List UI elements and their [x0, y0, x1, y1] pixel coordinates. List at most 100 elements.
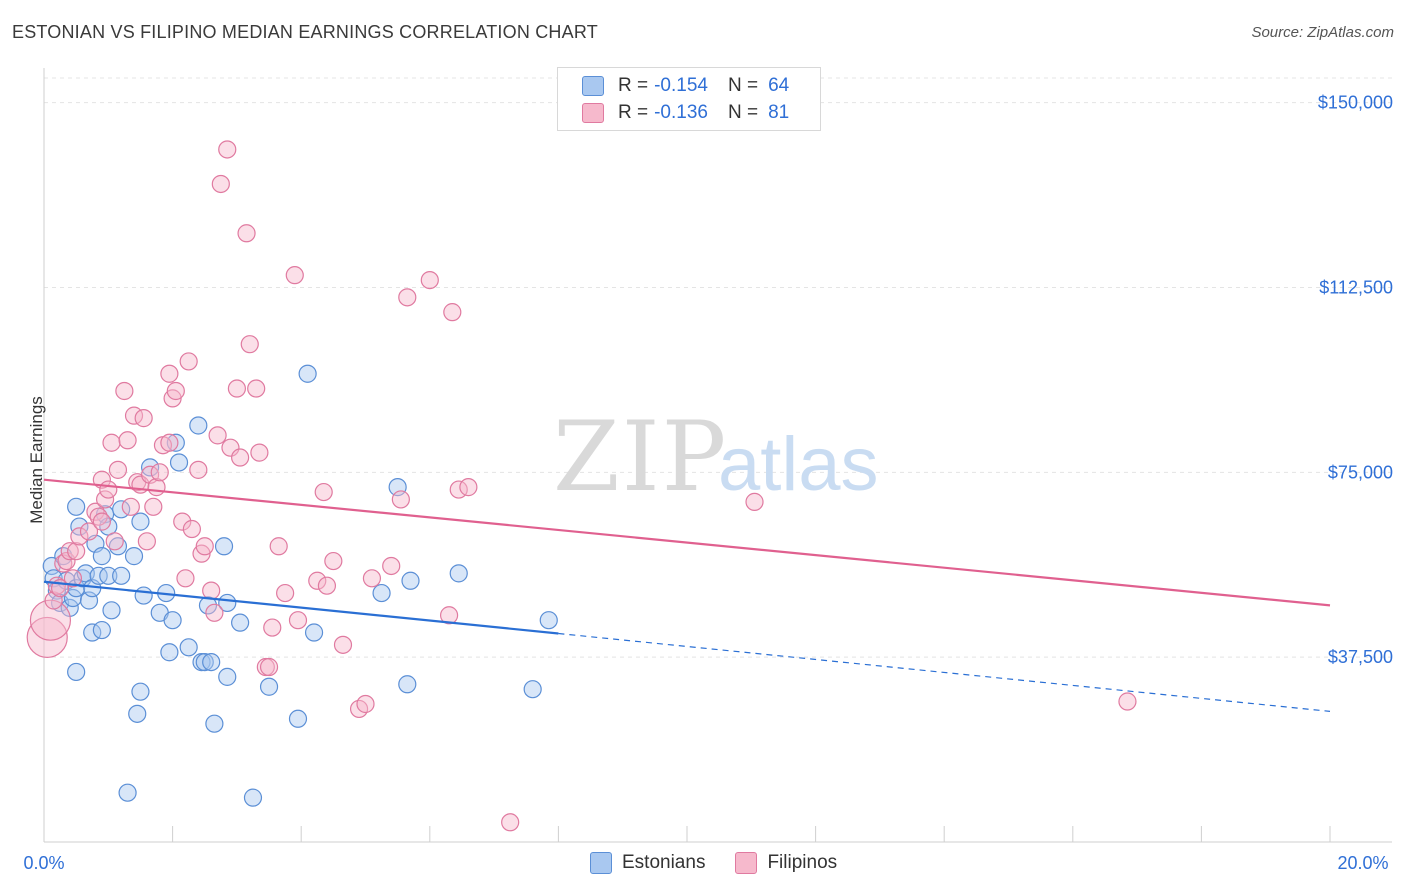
estonian-point [92, 620, 111, 640]
filipino-point [202, 581, 221, 600]
estonian-point [189, 416, 208, 435]
filipino-point [134, 409, 153, 428]
filipino-point [166, 381, 185, 401]
correlation-legend: R = -0.154 N = 64 R = -0.136 N = 81 [557, 67, 821, 131]
filipino-point [176, 569, 195, 588]
estonian-trendline [43, 580, 559, 635]
filipino-point [391, 490, 410, 509]
filipino-point [276, 583, 295, 603]
estonian-trendline-extension [558, 632, 1331, 712]
filipino-point [356, 694, 375, 714]
filipino-point [89, 507, 108, 526]
filipino-point [108, 460, 128, 479]
filipino-point [160, 433, 179, 452]
estonian-swatch [590, 852, 612, 874]
filipino-point [240, 335, 259, 354]
filipino-point [47, 576, 66, 595]
filipino-point [63, 569, 83, 588]
filipino-point [205, 603, 224, 622]
filipino-point [221, 438, 240, 457]
filipino-trendline [43, 478, 1331, 607]
filipino-point [317, 576, 337, 595]
filipino-point [288, 611, 308, 630]
estonian-point [112, 566, 131, 585]
y-tick-label: $75,000 [1328, 462, 1393, 482]
filipino-point [92, 512, 111, 531]
estonian-point [102, 601, 121, 620]
filipino-point [745, 492, 764, 511]
filipino-point [79, 522, 99, 541]
estonian-point [288, 709, 308, 728]
estonian-point [160, 643, 179, 662]
filipino-point [137, 532, 156, 551]
estonian-point [205, 714, 224, 733]
filipino-point [285, 266, 304, 285]
chart-title: ESTONIAN VS FILIPINO MEDIAN EARNINGS COR… [12, 22, 598, 42]
filipino-point [95, 490, 115, 509]
filipino-point [26, 616, 68, 659]
x-tick-label: 0.0% [23, 853, 64, 873]
estonian-point [99, 566, 118, 585]
filipino-point [259, 657, 279, 677]
filipino-point [333, 635, 353, 654]
filipino-point [443, 303, 462, 322]
legend-row-filipinos: R = -0.136 N = 81 [582, 101, 789, 125]
estonian-point [401, 571, 420, 590]
legend-r-value: -0.136 [654, 102, 708, 123]
filipino-point [211, 174, 230, 194]
legend-label-filipinos: Filipinos [767, 852, 838, 873]
y-axis-label: Median Earnings [27, 396, 46, 524]
filipino-point [173, 512, 192, 531]
estonian-point [70, 517, 89, 536]
estonian-point [398, 675, 417, 694]
source-label: Source: ZipAtlas.com [1251, 24, 1394, 41]
filipino-point [459, 478, 478, 497]
filipino-point [70, 527, 89, 546]
legend-item-estonians[interactable]: Estonians [590, 852, 705, 874]
watermark-zip: ZIP [553, 401, 728, 513]
filipino-point [237, 224, 256, 243]
estonian-point [198, 596, 218, 615]
filipino-point [208, 426, 227, 445]
legend-n-value: 81 [768, 102, 790, 123]
estonian-point [449, 564, 468, 583]
filipino-point [150, 463, 169, 482]
estonian-point [218, 667, 237, 686]
filipino-point [218, 140, 237, 159]
filipino-swatch [735, 852, 758, 874]
filipino-point [227, 379, 246, 398]
legend-item-filipinos[interactable]: Filipinos [735, 852, 837, 874]
y-tick-label: $112,500 [1319, 277, 1393, 297]
estonian-point [134, 586, 153, 605]
estonian-point [67, 662, 86, 682]
filipino-point [362, 569, 382, 588]
estonian-point [131, 682, 150, 701]
filipino-point [57, 551, 76, 571]
filipino-point [147, 478, 166, 497]
x-tick-label: 20.0% [1337, 853, 1388, 873]
estonian-point [304, 623, 324, 642]
filipino-point [86, 502, 105, 521]
estonian-point [128, 704, 147, 723]
filipino-swatch [582, 103, 604, 123]
estonian-point [67, 497, 86, 516]
watermark-atlas: atlas [718, 422, 879, 507]
legend-n-label: N = [727, 75, 759, 96]
filipino-point [324, 551, 343, 571]
filipino-point [182, 519, 201, 539]
estonian-point [140, 458, 160, 477]
filipino-point [115, 381, 134, 401]
estonian-point [523, 680, 542, 699]
series-legend: Estonians Filipinos [590, 852, 867, 874]
filipino-point [314, 482, 333, 502]
estonian-point [89, 566, 108, 585]
estonian-point [118, 783, 137, 802]
filipino-point [398, 288, 417, 307]
legend-row-estonians: R = -0.154 N = 64 [582, 74, 789, 98]
filipino-point [420, 270, 439, 290]
filipino-point [189, 460, 208, 479]
estonian-point [92, 547, 111, 566]
estonian-point [259, 677, 279, 696]
estonian-point [195, 652, 214, 672]
